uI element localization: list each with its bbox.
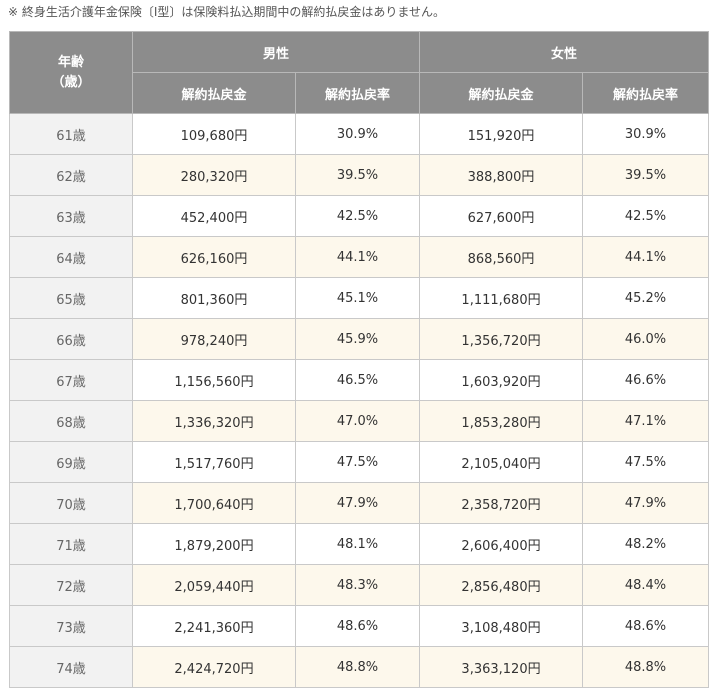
male-amount-cell: 1,700,640円: [132, 482, 296, 524]
female-rate-cell: 47.5%: [582, 441, 710, 483]
female-rate-cell: 48.6%: [582, 605, 710, 647]
female-amount-cell: 388,800円: [419, 154, 584, 196]
age-cell: 61歳: [9, 113, 133, 155]
male-amount-cell: 978,240円: [132, 318, 296, 360]
male-rate-cell: 45.1%: [294, 277, 421, 319]
male-rate-cell: 48.3%: [294, 564, 421, 606]
table-row: 65歳 801,360円 45.1% 1,111,680円 45.2%: [9, 277, 710, 319]
table-row: 71歳 1,879,200円 48.1% 2,606,400円 48.2%: [9, 523, 710, 565]
table-header: 年齢 （歳） 男性 女性 解約払戻金 解約払戻率 解約払戻金 解約払戻率: [9, 31, 710, 114]
age-cell: 62歳: [9, 154, 133, 196]
age-cell: 72歳: [9, 564, 133, 606]
male-amount-cell: 1,517,760円: [132, 441, 296, 483]
male-amount-cell: 452,400円: [132, 195, 296, 237]
male-rate-cell: 46.5%: [294, 359, 421, 401]
table-row: 70歳 1,700,640円 47.9% 2,358,720円 47.9%: [9, 482, 710, 524]
female-amount-cell: 2,606,400円: [419, 523, 584, 565]
male-rate-cell: 47.9%: [294, 482, 421, 524]
age-header-line1: 年齢: [57, 54, 84, 70]
male-rate-cell: 42.5%: [294, 195, 421, 237]
male-amount-cell: 109,680円: [132, 113, 296, 155]
female-amount-header: 解約払戻金: [419, 72, 584, 114]
female-rate-cell: 46.0%: [582, 318, 710, 360]
female-rate-cell: 48.4%: [582, 564, 710, 606]
female-rate-cell: 45.2%: [582, 277, 710, 319]
male-rate-cell: 48.8%: [294, 646, 421, 688]
table-row: 73歳 2,241,360円 48.6% 3,108,480円 48.6%: [9, 605, 710, 647]
female-amount-cell: 1,111,680円: [419, 277, 584, 319]
female-rate-cell: 44.1%: [582, 236, 710, 278]
age-cell: 68歳: [9, 400, 133, 442]
female-amount-cell: 151,920円: [419, 113, 584, 155]
age-column-header: 年齢 （歳）: [9, 31, 133, 114]
female-rate-cell: 47.1%: [582, 400, 710, 442]
surrender-value-table: 年齢 （歳） 男性 女性 解約払戻金 解約払戻率 解約払戻金 解約払戻率 61歳…: [9, 31, 710, 688]
age-cell: 66歳: [9, 318, 133, 360]
male-amount-cell: 1,336,320円: [132, 400, 296, 442]
female-rate-cell: 30.9%: [582, 113, 710, 155]
female-rate-header: 解約払戻率: [582, 72, 710, 114]
female-amount-cell: 3,108,480円: [419, 605, 584, 647]
male-rate-cell: 44.1%: [294, 236, 421, 278]
table-row: 66歳 978,240円 45.9% 1,356,720円 46.0%: [9, 318, 710, 360]
male-amount-header: 解約払戻金: [132, 72, 296, 114]
table-row: 72歳 2,059,440円 48.3% 2,856,480円 48.4%: [9, 564, 710, 606]
age-cell: 73歳: [9, 605, 133, 647]
male-amount-cell: 626,160円: [132, 236, 296, 278]
age-cell: 65歳: [9, 277, 133, 319]
age-cell: 71歳: [9, 523, 133, 565]
male-rate-cell: 48.1%: [294, 523, 421, 565]
male-rate-cell: 48.6%: [294, 605, 421, 647]
age-header-line2: （歳）: [51, 74, 91, 90]
female-amount-cell: 2,358,720円: [419, 482, 584, 524]
female-amount-cell: 2,105,040円: [419, 441, 584, 483]
female-amount-cell: 1,603,920円: [419, 359, 584, 401]
age-cell: 69歳: [9, 441, 133, 483]
female-amount-cell: 868,560円: [419, 236, 584, 278]
male-rate-cell: 39.5%: [294, 154, 421, 196]
male-amount-cell: 2,059,440円: [132, 564, 296, 606]
header-row-top: 年齢 （歳） 男性 女性: [9, 31, 710, 114]
table-row: 64歳 626,160円 44.1% 868,560円 44.1%: [9, 236, 710, 278]
table-row: 74歳 2,424,720円 48.8% 3,363,120円 48.8%: [9, 646, 710, 688]
age-cell: 64歳: [9, 236, 133, 278]
male-amount-cell: 280,320円: [132, 154, 296, 196]
female-rate-cell: 39.5%: [582, 154, 710, 196]
male-rate-cell: 45.9%: [294, 318, 421, 360]
table-row: 62歳 280,320円 39.5% 388,800円 39.5%: [9, 154, 710, 196]
male-rate-header: 解約払戻率: [294, 72, 421, 114]
male-amount-cell: 1,156,560円: [132, 359, 296, 401]
male-group-header: 男性: [131, 31, 421, 73]
female-amount-cell: 1,853,280円: [419, 400, 584, 442]
table-body: 61歳 109,680円 30.9% 151,920円 30.9% 62歳 280,320円…: [9, 113, 710, 688]
male-rate-cell: 47.5%: [294, 441, 421, 483]
male-rate-cell: 47.0%: [294, 400, 421, 442]
female-amount-cell: 2,856,480円: [419, 564, 584, 606]
age-cell: 67歳: [9, 359, 133, 401]
female-amount-cell: 627,600円: [419, 195, 584, 237]
table-row: 69歳 1,517,760円 47.5% 2,105,040円 47.5%: [9, 441, 710, 483]
table-row: 61歳 109,680円 30.9% 151,920円 30.9%: [9, 113, 710, 155]
age-cell: 74歳: [9, 646, 133, 688]
male-rate-cell: 30.9%: [294, 113, 421, 155]
female-rate-cell: 48.8%: [582, 646, 710, 688]
female-rate-cell: 42.5%: [582, 195, 710, 237]
male-amount-cell: 2,241,360円: [132, 605, 296, 647]
age-cell: 70歳: [9, 482, 133, 524]
female-rate-cell: 48.2%: [582, 523, 710, 565]
female-group-header: 女性: [419, 31, 710, 73]
table-row: 63歳 452,400円 42.5% 627,600円 42.5%: [9, 195, 710, 237]
table-row: 67歳 1,156,560円 46.5% 1,603,920円 46.6%: [9, 359, 710, 401]
male-amount-cell: 801,360円: [132, 277, 296, 319]
male-amount-cell: 2,424,720円: [132, 646, 296, 688]
female-rate-cell: 47.9%: [582, 482, 710, 524]
header-row-sub: 解約払戻金 解約払戻率 解約払戻金 解約払戻率: [10, 72, 710, 114]
table-row: 68歳 1,336,320円 47.0% 1,853,280円 47.1%: [9, 400, 710, 442]
male-amount-cell: 1,879,200円: [132, 523, 296, 565]
age-cell: 63歳: [9, 195, 133, 237]
female-rate-cell: 46.6%: [582, 359, 710, 401]
female-amount-cell: 1,356,720円: [419, 318, 584, 360]
footnote: ※ 終身生活介護年金保険〔Ⅰ型〕は保険料払込期間中の解約払戻金はありません。: [8, 5, 446, 19]
female-amount-cell: 3,363,120円: [419, 646, 584, 688]
